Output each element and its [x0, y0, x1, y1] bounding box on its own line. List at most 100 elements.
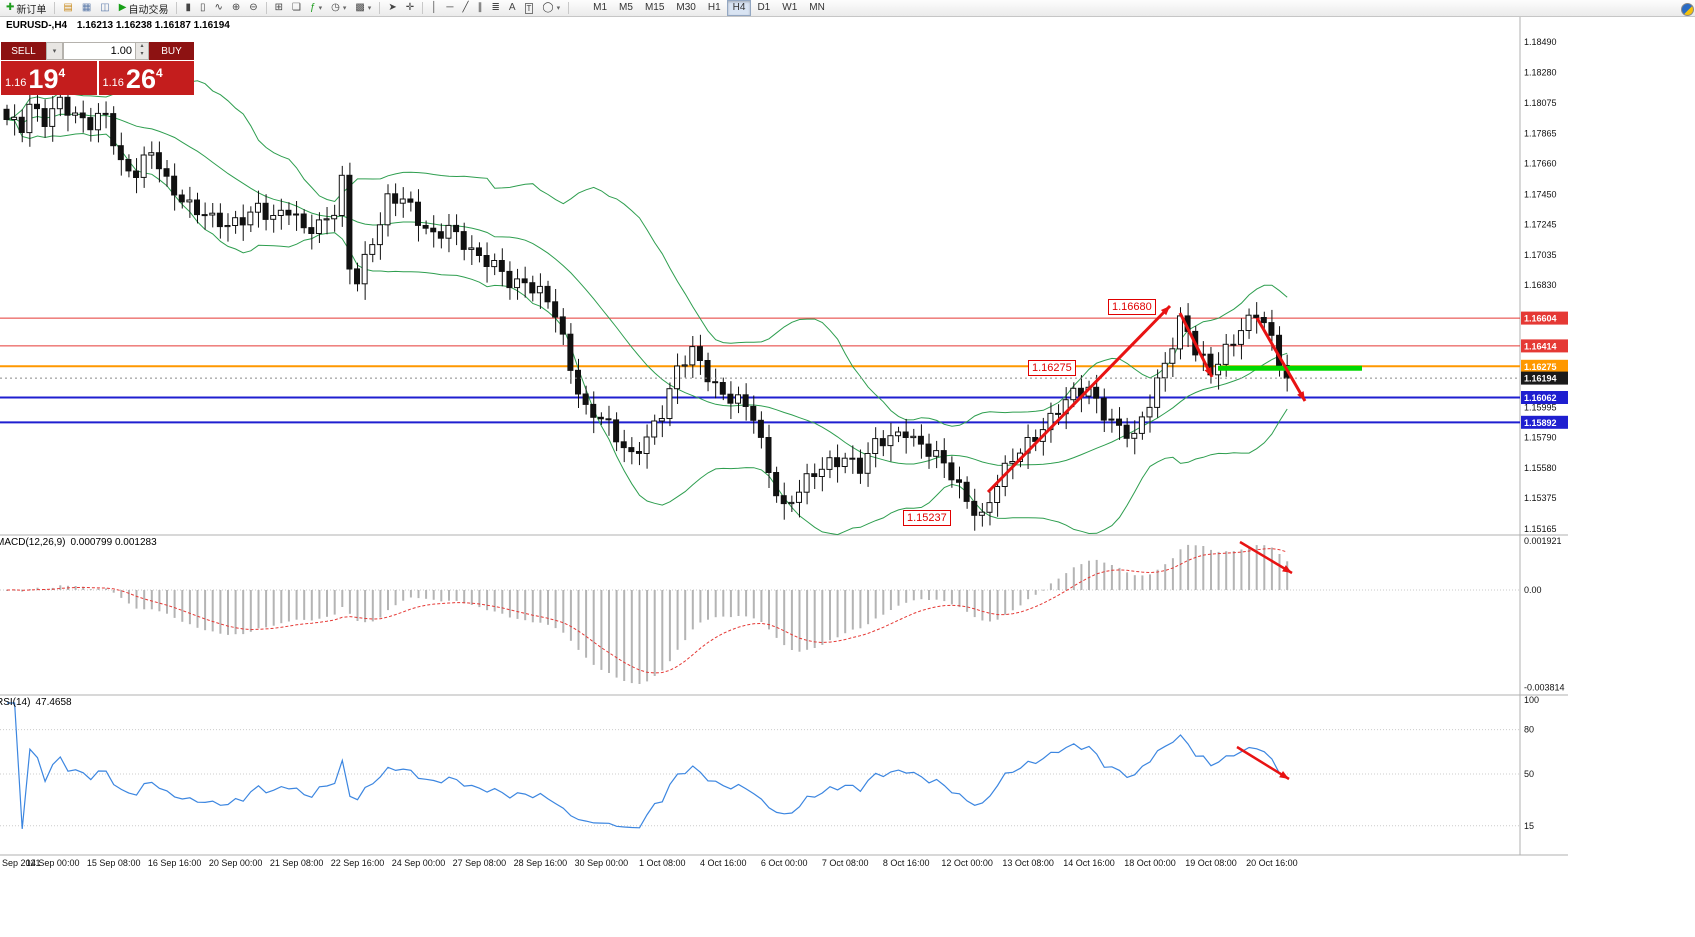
new-chart-icon-glyph-icon: ▦	[81, 2, 92, 13]
timeframe-h4[interactable]: H4	[726, 0, 752, 16]
svg-text:1.17865: 1.17865	[1524, 129, 1557, 139]
svg-text:14 Oct 16:00: 14 Oct 16:00	[1063, 858, 1115, 868]
price-badge-1.16604	[1521, 311, 1568, 325]
autotrading-glyph-icon: ▶	[118, 2, 127, 13]
crosshair-icon[interactable]: ✛	[402, 0, 418, 16]
label-icon[interactable]: T	[521, 0, 538, 16]
market-watch-icon-glyph-icon: ◫	[100, 2, 110, 13]
volume-input[interactable]	[63, 42, 136, 60]
macd-histogram	[6, 544, 1289, 684]
channel-icon[interactable]: ∥	[473, 0, 486, 16]
horizontal-line-icon[interactable]: ─	[442, 0, 457, 16]
svg-text:22 Sep 16:00: 22 Sep 16:00	[331, 858, 385, 868]
volume-increase-button[interactable]: ▴	[136, 43, 148, 51]
price-axis[interactable]: 1.18490 1.18280 1.18075 1.17865 1.17660 1.174…	[1521, 37, 1568, 831]
pullback-arrow-2[interactable]	[1255, 317, 1307, 402]
vertical-line-icon-glyph-icon: │	[431, 2, 438, 13]
chevron-down-icon: ▾	[367, 5, 372, 12]
zoom-out-icon[interactable]: ⊖	[245, 0, 261, 16]
chart-title: EURUSD-,H4 1.16213 1.16238 1.16187 1.161…	[6, 20, 230, 31]
svg-text:14 Sep 00:00: 14 Sep 00:00	[26, 858, 80, 868]
rsi-name: RSI(14)	[0, 697, 31, 708]
svg-text:80: 80	[1524, 725, 1534, 735]
svg-text:18 Oct 00:00: 18 Oct 00:00	[1124, 858, 1176, 868]
tile-windows-icon[interactable]: ⊞	[271, 0, 287, 16]
community-icon[interactable]	[1681, 3, 1694, 16]
shapes-icon[interactable]: ◯ ▾	[538, 0, 564, 16]
line-chart-icon[interactable]: ∿	[210, 0, 226, 16]
fibonacci-icon-glyph-icon: ≣	[491, 2, 500, 13]
annotation-label-mid[interactable]: 1.16275	[1028, 360, 1076, 376]
new-order-button[interactable]: ✚ 新订单	[2, 0, 50, 16]
svg-text:0.001921: 0.001921	[1524, 536, 1562, 546]
timeframe-m5[interactable]: M5	[619, 2, 633, 13]
cascade-windows-icon[interactable]: ❏	[288, 0, 305, 16]
zoom-in-icon[interactable]: ⊕	[228, 0, 244, 16]
buy-button[interactable]: BUY	[149, 42, 194, 60]
svg-text:100: 100	[1524, 695, 1539, 705]
bars-chart-icon[interactable]: ▮	[181, 0, 195, 16]
annotation-label-high[interactable]: 1.16680	[1108, 299, 1156, 315]
trendline-icon[interactable]: ╱	[458, 0, 472, 16]
templates-button[interactable]: ▩ ▾	[351, 0, 375, 16]
profiles-icon-glyph-icon: ▤	[63, 2, 73, 13]
shapes-icon-glyph-icon: ◯	[542, 2, 554, 13]
cursor-icon[interactable]: ➤	[384, 0, 400, 16]
toolbar-separator	[379, 2, 381, 14]
indicators-button[interactable]: ƒ ▾	[306, 0, 326, 16]
profiles-icon[interactable]: ▤	[59, 0, 76, 16]
timeframe-toolbar: M1 M5 M15 M30 H1 H4 D1 W1 MN	[587, 0, 831, 16]
price-badge-1.16194	[1521, 371, 1568, 385]
periods-glyph-icon: ◷	[331, 2, 340, 13]
order-type-dropdown[interactable]: ▾	[46, 42, 63, 60]
svg-text:15 Sep 08:00: 15 Sep 08:00	[87, 858, 141, 868]
svg-text:16 Sep 16:00: 16 Sep 16:00	[148, 858, 202, 868]
toolbar-separator	[422, 2, 424, 14]
timeframe-d1[interactable]: D1	[757, 2, 771, 13]
svg-text:1.15580: 1.15580	[1524, 463, 1557, 473]
rsi-down-arrow[interactable]	[1236, 745, 1290, 781]
volume-decrease-button[interactable]: ▾	[136, 51, 148, 59]
new-order-button-label: 新订单	[16, 4, 47, 16]
pullback-arrow-1[interactable]	[1178, 312, 1214, 378]
fibonacci-icon[interactable]: ≣	[487, 0, 503, 16]
periods-button[interactable]: ◷ ▾	[327, 0, 350, 16]
timeframe-m30[interactable]: M30	[676, 2, 696, 13]
timeframe-m1[interactable]: M1	[593, 2, 608, 13]
top-toolbar: ✚ 新订单 ▤ ▦ ◫ ▶ 自动交易 ▮ ▯ ∿ ⊕ ⊖ ⊞ ❏ ƒ ▾ ◷ ▾ ▩ ▾ ➤ ✛ │ ─ ╱ ∥ ≣ A T ◯ ▾ M1 M5…	[0, 0, 1695, 17]
svg-text:20 Oct 16:00: 20 Oct 16:00	[1246, 858, 1298, 868]
text-icon[interactable]: A	[505, 0, 520, 16]
market-watch-icon[interactable]: ◫	[96, 0, 113, 16]
macd-indicator-label: MACD(12,26,9) 0.000799 0.001283	[0, 537, 162, 548]
rally-trend-arrow[interactable]	[986, 304, 1172, 494]
new-chart-icon[interactable]: ▦	[78, 0, 95, 16]
autotrading-button-label: 自动交易	[128, 4, 169, 16]
timeframe-mn[interactable]: MN	[809, 2, 825, 13]
svg-text:1.15165: 1.15165	[1524, 524, 1557, 534]
macd-name: MACD(12,26,9)	[0, 537, 66, 548]
toolbar-separator	[568, 2, 570, 14]
svg-text:27 Sep 08:00: 27 Sep 08:00	[453, 858, 507, 868]
candles-chart-icon[interactable]: ▯	[196, 0, 210, 16]
timeframe-m15[interactable]: M15	[644, 2, 665, 13]
svg-text:1.18490: 1.18490	[1524, 37, 1557, 47]
timeframe-h1[interactable]: H1	[707, 2, 721, 13]
svg-text:50: 50	[1524, 769, 1534, 779]
bid-price-pips: 19	[28, 64, 59, 94]
timeframe-w1[interactable]: W1	[782, 2, 798, 13]
annotation-label-low[interactable]: 1.15237	[903, 510, 951, 526]
macd-values: 0.000799 0.001283	[70, 537, 157, 548]
svg-text:13 Oct 08:00: 13 Oct 08:00	[1002, 858, 1054, 868]
bid-price-display[interactable]: 1.16 19 4	[1, 61, 97, 95]
ask-price-pips: 26	[125, 64, 156, 94]
autotrading-button[interactable]: ▶ 自动交易	[115, 0, 173, 16]
ask-price-display[interactable]: 1.16 26 4	[98, 61, 194, 95]
vertical-line-icon[interactable]: │	[427, 0, 441, 16]
crosshair-icon-glyph-icon: ✛	[405, 2, 415, 13]
horizontal-line-icon-glyph-icon: ─	[446, 2, 454, 13]
sell-button[interactable]: SELL	[1, 42, 46, 60]
macd-down-arrow[interactable]	[1239, 540, 1293, 575]
chevron-down-icon: ▾	[52, 48, 57, 55]
